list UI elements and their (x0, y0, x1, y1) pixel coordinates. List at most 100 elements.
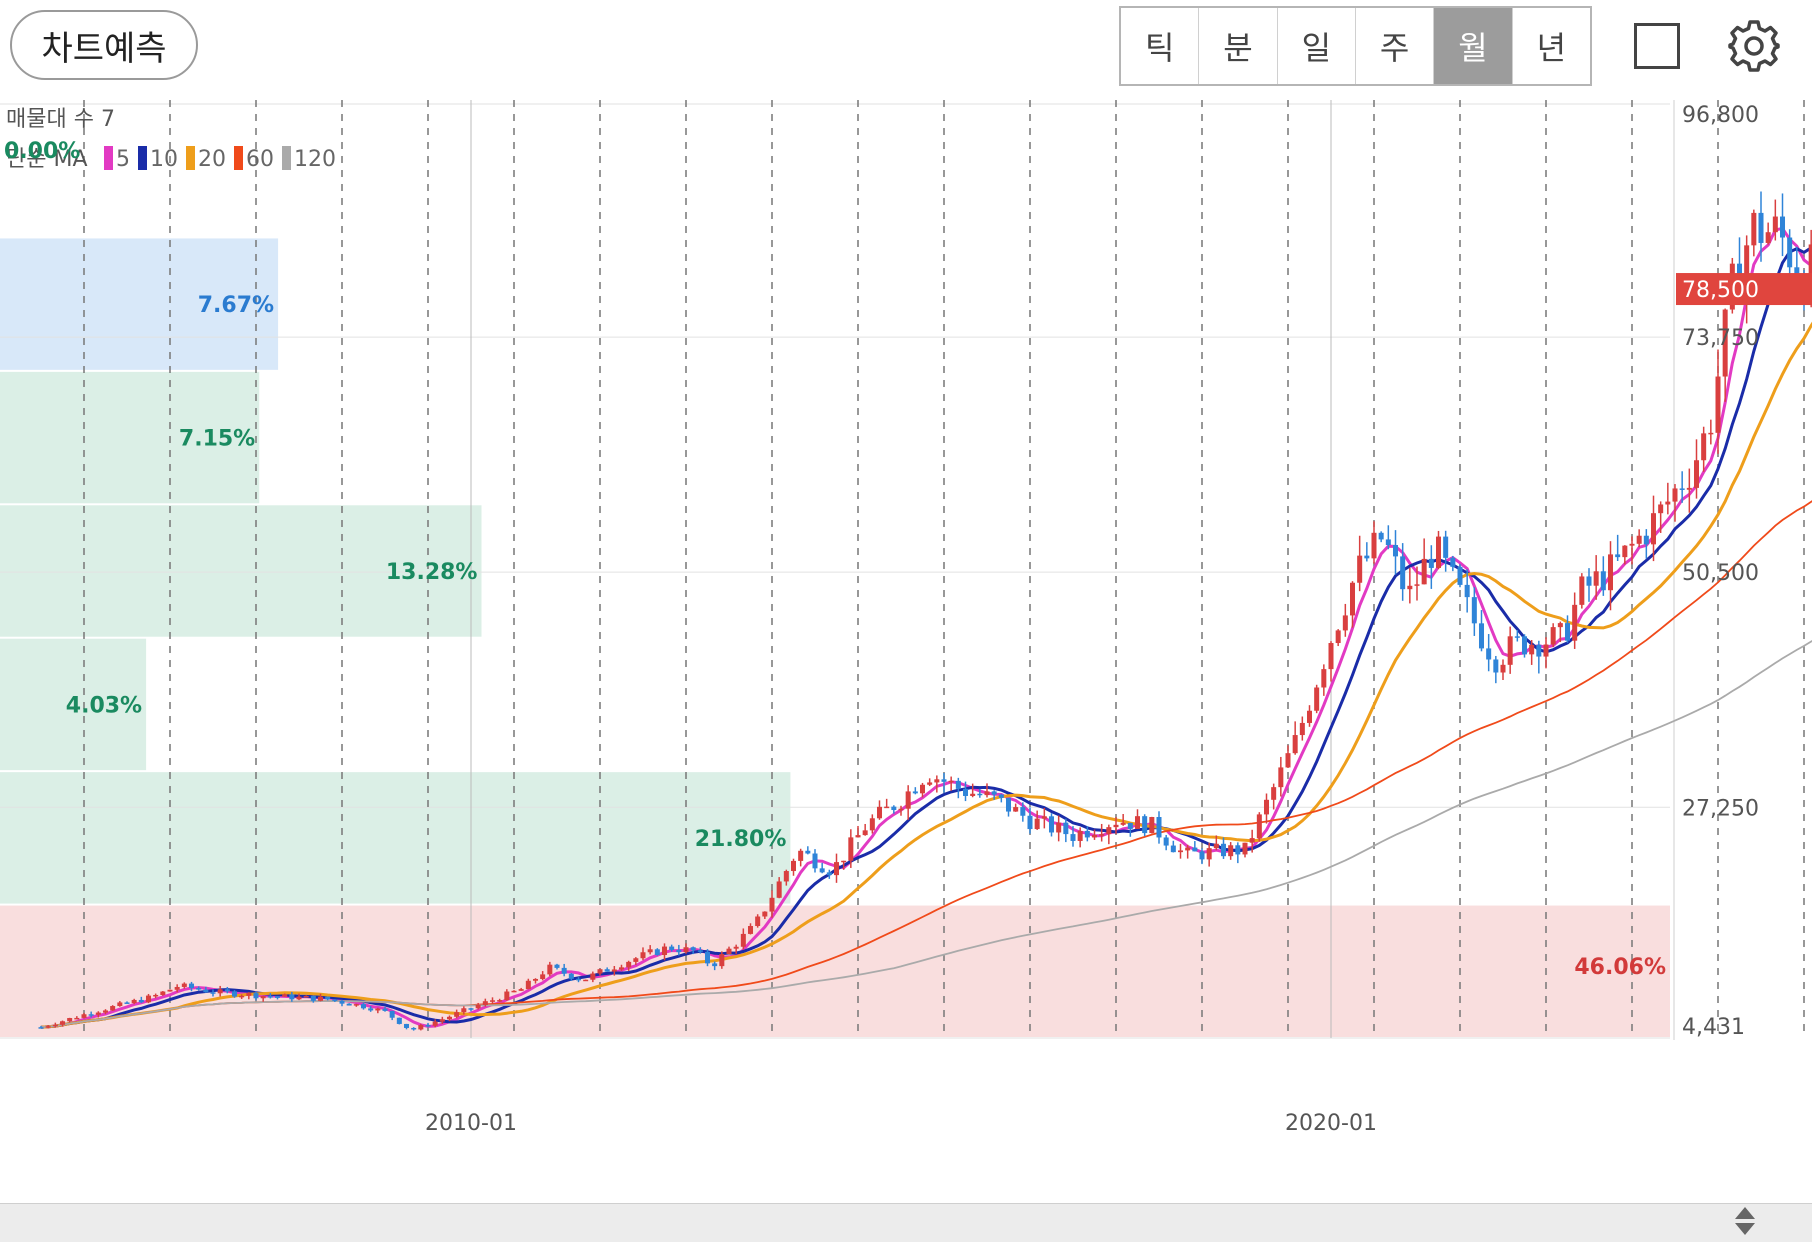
candle (153, 993, 159, 999)
ma-legend: 5 10 20 60 120 (104, 146, 336, 172)
candle (489, 997, 496, 1004)
candle (389, 1010, 395, 1021)
volume-profile-bar (0, 505, 482, 637)
candle (1328, 641, 1334, 682)
candle (246, 992, 252, 1000)
candle (1192, 841, 1198, 852)
candle (1306, 705, 1313, 727)
candle (332, 999, 338, 1003)
candle (1600, 556, 1606, 596)
candle (1048, 813, 1055, 837)
candle (1271, 783, 1277, 810)
candle (1636, 529, 1642, 548)
candle (647, 945, 653, 955)
candle (167, 989, 173, 992)
candle (274, 995, 281, 1000)
candle (1177, 843, 1184, 859)
ma-legend-swatch (186, 146, 195, 170)
candle (38, 1025, 44, 1029)
square-icon[interactable] (1634, 23, 1680, 69)
candle (1392, 530, 1399, 575)
ma-legend-label: 20 (198, 147, 226, 172)
candle (833, 853, 840, 883)
candle (59, 1020, 66, 1027)
candle (1235, 842, 1241, 864)
candle (1063, 818, 1069, 843)
candle (1607, 541, 1614, 611)
chart-predict-button[interactable]: 차트예측 (10, 10, 198, 80)
candle (1493, 655, 1499, 684)
scroll-arrows-icon[interactable] (1732, 1203, 1758, 1239)
candle (45, 1025, 51, 1029)
ma-legend-swatch (282, 146, 291, 170)
candle (970, 783, 976, 798)
candle (317, 993, 324, 1002)
candle (862, 823, 868, 836)
candle (1385, 525, 1391, 550)
period-tab-minute[interactable]: 분 (1199, 8, 1278, 84)
candle (475, 1002, 481, 1010)
period-tab-year[interactable]: 년 (1536, 29, 1567, 67)
candle (1020, 802, 1026, 822)
gear-icon[interactable] (1726, 18, 1782, 74)
candle (1357, 535, 1363, 592)
time-tick-label: 2020-01 (1285, 1111, 1377, 1136)
candle (640, 947, 646, 961)
candle (217, 985, 223, 997)
candle (790, 858, 797, 876)
candle (697, 947, 703, 954)
price-tick-label: 73,750 (1682, 326, 1759, 351)
candle (805, 846, 811, 855)
candle (1220, 837, 1227, 859)
candle (1593, 555, 1599, 600)
candle (1435, 530, 1442, 570)
candle (1027, 807, 1033, 834)
candle (1263, 793, 1270, 824)
time-axis-bar[interactable] (0, 1203, 1812, 1242)
candle (1708, 419, 1714, 445)
candle (1514, 630, 1520, 642)
candle (282, 993, 288, 997)
ma-line (40, 246, 1812, 1029)
candle (769, 890, 775, 918)
current-price-label: 78,500 (1682, 278, 1759, 303)
volume-profile-label: 7.15% (179, 427, 255, 452)
candle (188, 981, 195, 992)
candle (1321, 664, 1327, 696)
candle (755, 914, 761, 928)
candle (719, 951, 725, 969)
candle (418, 1023, 424, 1031)
candle (855, 825, 861, 838)
candle (1091, 829, 1098, 840)
period-tab-month[interactable]: 월 (1434, 8, 1513, 84)
candle (518, 987, 524, 991)
candle (231, 990, 238, 998)
candle (984, 783, 990, 798)
candle (145, 993, 152, 1004)
candle (497, 998, 503, 1002)
candle (1787, 229, 1793, 280)
volume-profile-bar (0, 772, 791, 904)
candle (611, 966, 617, 976)
candle (375, 1007, 381, 1014)
time-tick-label: 2010-01 (425, 1111, 517, 1136)
volume-profile-label: 13.28% (386, 560, 478, 585)
candle (1206, 842, 1212, 867)
candle (1400, 543, 1406, 601)
candlestick-chart[interactable]: 매물대 수 7 단순 MA 5 10 20 60 120 0.00% 7.67% 7.15%… (0, 100, 1812, 1203)
candle (726, 946, 732, 955)
ma-legend-swatch (138, 146, 147, 170)
candle (310, 995, 316, 1003)
period-tab-tick[interactable]: 틱 (1121, 8, 1200, 84)
period-tab-day[interactable]: 일 (1278, 8, 1356, 84)
candle (1450, 555, 1456, 572)
candle (1185, 844, 1191, 859)
candle (1428, 545, 1434, 589)
candle (117, 1001, 123, 1007)
candle (819, 862, 825, 874)
volume-profile-label: 46.06% (1574, 955, 1666, 980)
volume-profile-label: 7.67% (198, 293, 274, 318)
period-tab-week[interactable]: 주 (1356, 8, 1435, 84)
volume-profile-label: 21.80% (695, 827, 787, 852)
candle (1529, 640, 1535, 665)
